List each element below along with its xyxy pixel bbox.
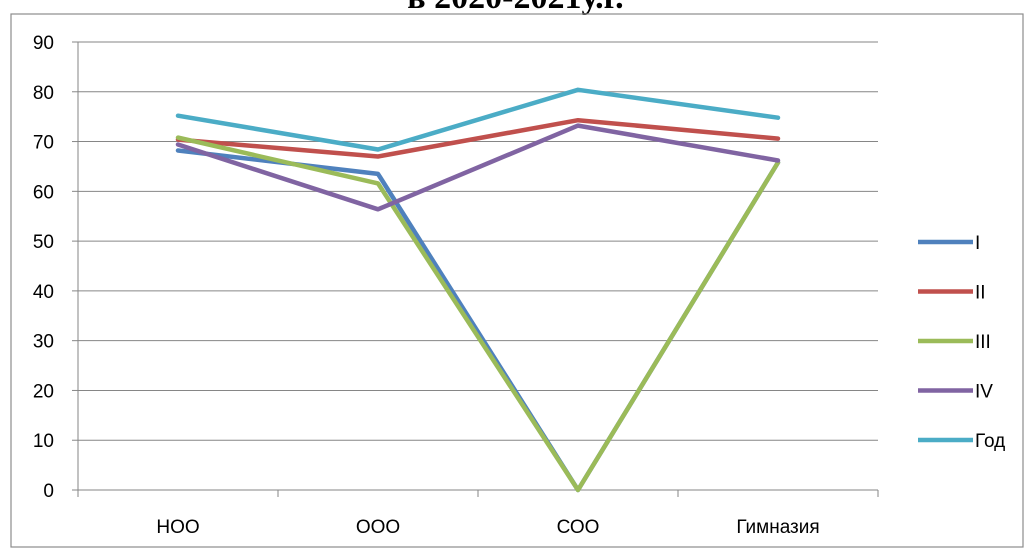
y-tick-label: 30 <box>33 332 54 353</box>
y-tick-label: 0 <box>43 481 54 502</box>
x-tick-labels: НОО ООО СОО Гимназия <box>156 517 819 538</box>
y-tick-label: 90 <box>33 33 54 54</box>
chart-border <box>10 13 1024 548</box>
series-line-2 <box>175 117 781 159</box>
axes <box>72 41 879 497</box>
legend-label: Год <box>975 431 1005 452</box>
y-tick-label: 60 <box>33 182 54 203</box>
series-line-5 <box>175 87 781 152</box>
x-tick-label: ООО <box>356 517 400 538</box>
series-line-3 <box>175 135 781 493</box>
y-tick-label: 20 <box>33 381 54 402</box>
x-tick-label: СОО <box>557 517 600 538</box>
y-tick-label: 10 <box>33 431 54 452</box>
series-line-1 <box>175 148 781 493</box>
y-tick-label: 70 <box>33 133 54 154</box>
y-tick-labels: 0 10 20 30 40 50 60 70 80 90 <box>33 33 54 502</box>
legend-label: II <box>975 283 986 304</box>
legend-label: I <box>975 233 980 254</box>
y-tick-label: 40 <box>33 282 54 303</box>
series-lines <box>175 87 781 493</box>
legend-label: IV <box>975 382 993 403</box>
chart-title: в 2020-2021у.г. <box>0 0 1031 17</box>
y-tick-label: 80 <box>33 83 54 104</box>
x-tick-label: Гимназия <box>736 517 819 538</box>
x-tick-label: НОО <box>156 517 199 538</box>
legend-label: III <box>975 332 991 353</box>
series-line-4 <box>175 123 781 212</box>
y-tick-label: 50 <box>33 232 54 253</box>
gridlines <box>78 41 878 441</box>
